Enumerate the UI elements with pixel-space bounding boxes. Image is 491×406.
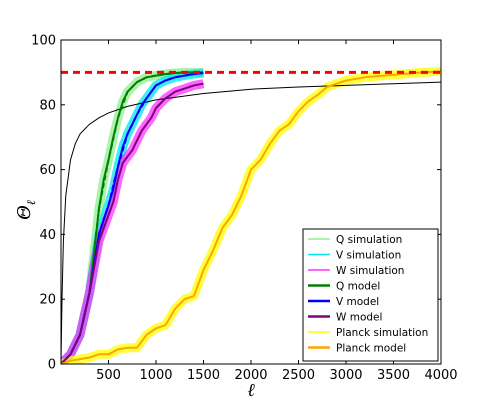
x-tick-label: 3000 [329, 368, 362, 383]
y-axis-label-subscript: ℓ [24, 200, 38, 205]
y-axis-label-main: Θ [14, 205, 35, 220]
extra-curve-1 [61, 81, 441, 364]
series-line-w-model [61, 82, 204, 364]
legend-label-v-model: V model [336, 296, 379, 308]
legend-label-q-simulation: Q simulation [336, 234, 402, 246]
y-axis-label: Θℓ [14, 200, 38, 220]
x-tick-label: 500 [96, 368, 121, 383]
svg-text:Θℓ: Θℓ [14, 200, 38, 220]
legend-label-q-model: Q model [336, 281, 380, 293]
x-tick-label: 1500 [187, 368, 220, 383]
x-tick-label: 1000 [139, 368, 172, 383]
x-tick-label: 2500 [282, 368, 315, 383]
legend-label-planck-model: Planck model [336, 343, 406, 355]
y-tick-label: 100 [31, 34, 56, 49]
x-tick-label: 4000 [424, 368, 457, 383]
legend-label-w-model: W model [336, 312, 382, 324]
y-tick-label: 0 [48, 358, 56, 373]
x-tick-label: 2000 [234, 368, 267, 383]
y-tick-label: 20 [39, 293, 56, 308]
y-tick-label: 40 [39, 228, 56, 243]
y-tick-label: 80 [39, 98, 56, 113]
y-tick-label: 60 [39, 163, 56, 178]
series-line-planck-model [61, 70, 441, 364]
legend: Q simulation V simulation W simulation Q mo… [302, 228, 439, 362]
x-axis-label: ℓ [247, 380, 255, 401]
legend-label-w-simulation: W simulation [336, 265, 404, 277]
legend-box [302, 228, 439, 362]
legend-label-planck-simulation: Planck simulation [336, 327, 428, 339]
x-tick-label: 3500 [377, 368, 410, 383]
legend-label-v-simulation: V simulation [336, 250, 401, 262]
